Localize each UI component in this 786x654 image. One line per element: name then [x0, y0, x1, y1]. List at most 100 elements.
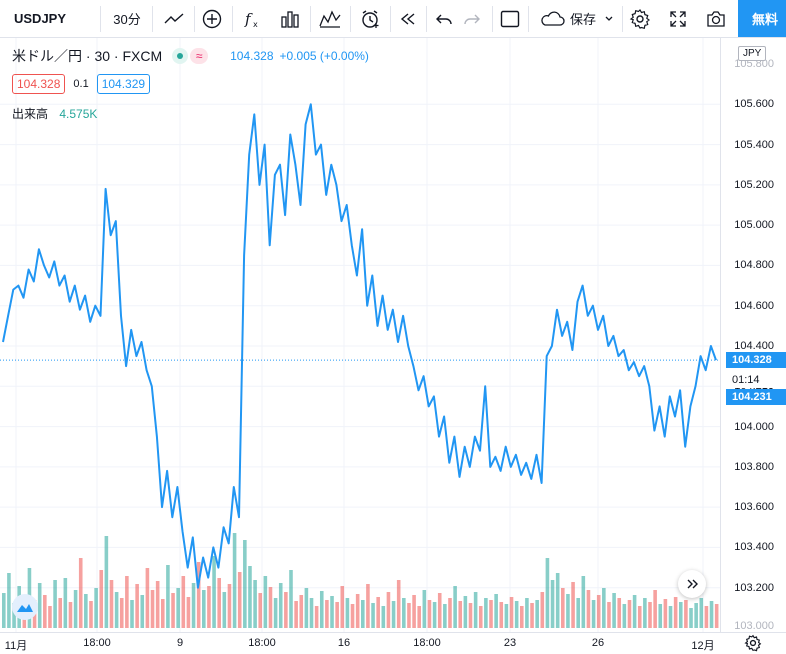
volume-bar [504, 604, 509, 628]
toolbar-divider [622, 6, 623, 32]
save-button[interactable]: 保存 [530, 0, 622, 37]
time-tick-label: 11月 [4, 640, 28, 652]
volume-bar [453, 586, 457, 628]
toolbar-divider [310, 6, 311, 32]
volume-bar [89, 601, 93, 628]
price-line-series[interactable] [2, 103, 717, 589]
volume-bar [499, 602, 504, 628]
volume-bar [196, 562, 201, 628]
fullscreen-icon[interactable] [660, 0, 696, 37]
alert-icon[interactable] [352, 0, 388, 37]
price-tick-label: 104.000 [734, 420, 774, 433]
volume-bar [78, 558, 83, 628]
volume-bar [284, 592, 288, 628]
volume-bar [494, 594, 498, 628]
currency-tag[interactable]: JPY [738, 46, 767, 61]
ask-price[interactable]: 104.329 [96, 74, 151, 94]
toolbar-divider [194, 6, 195, 32]
symbol-legend[interactable]: 米ドル／円 · 30 · FXCM ≈ 104.328 +0.005 (+0.0… [12, 46, 369, 66]
price-tick-label: 104.800 [734, 259, 774, 272]
toolbar-divider [152, 6, 153, 32]
volume-bar [263, 576, 268, 628]
indicators-icon[interactable] [312, 0, 348, 37]
volume-bar [237, 572, 242, 628]
volume-bar [473, 592, 478, 628]
volume-bar [63, 578, 68, 628]
undo-icon[interactable] [428, 0, 460, 37]
legend-symbol-text: 米ドル／円 · 30 · FXCM [12, 48, 163, 64]
price-tick-label: 105.600 [734, 98, 774, 111]
volume-bar [330, 596, 334, 628]
volume-bar [73, 590, 78, 628]
volume-bar [663, 599, 668, 628]
toolbar-divider [528, 6, 529, 32]
volume-bar [130, 600, 134, 628]
price-tick-label: 104.600 [734, 299, 774, 312]
market-status-icon[interactable] [172, 48, 189, 64]
svg-text:x: x [253, 20, 258, 29]
volume-bar [207, 586, 211, 628]
price-tick-label: 105.000 [734, 219, 774, 232]
time-axis[interactable]: 11月 18:00 9 18:00 16 18:00 23 26 12月 [0, 632, 786, 654]
volume-bar [555, 573, 560, 628]
volume-bar [150, 590, 155, 628]
volume-bar [99, 570, 104, 628]
interval-button[interactable]: 30分 [113, 12, 141, 27]
price-tick-label: 103.200 [734, 581, 774, 594]
volume-bar [417, 606, 422, 628]
volume-bar [345, 598, 350, 628]
volume-bar [478, 606, 483, 628]
cloud-icon [541, 11, 565, 26]
volume-bar [212, 556, 216, 628]
volume-bar [12, 603, 16, 628]
volume-bar [437, 593, 442, 628]
volume-bar [566, 594, 570, 628]
publish-button[interactable]: 無料 [738, 0, 786, 37]
volume-bar [596, 595, 601, 628]
volume-bar [704, 606, 709, 628]
layout-square-icon[interactable] [492, 0, 528, 37]
volume-bar [314, 606, 319, 628]
volume-bar [253, 580, 257, 628]
camera-icon[interactable] [698, 0, 734, 37]
volume-bar [591, 600, 596, 628]
volume-bar [140, 595, 145, 628]
bar-style-line-icon[interactable] [156, 0, 192, 37]
volume-bar [484, 598, 488, 628]
volume-bar [412, 595, 416, 628]
settings-gear-icon[interactable] [622, 0, 658, 37]
chart-settings-gear-icon[interactable] [742, 634, 764, 652]
bar-chart-style-icon[interactable] [272, 0, 308, 37]
bid-price[interactable]: 104.328 [12, 74, 66, 94]
volume-bar [258, 593, 263, 628]
bid-ask-panel: 104.328 0.1 104.329 [12, 74, 151, 94]
redo-icon[interactable] [456, 0, 488, 37]
volume-bar [602, 588, 606, 628]
last-price-tag: 104.328 [726, 352, 786, 368]
volume-bar [248, 566, 252, 628]
chart-area[interactable]: 105.800 105.600 105.400 105.200 105.000 104.… [0, 38, 786, 654]
volume-bar [396, 580, 401, 628]
double-chevron-right-icon [687, 579, 698, 589]
price-tick-label-cut: 103.000 [734, 620, 774, 632]
volume-legend[interactable]: 出来高 4.575K [12, 105, 97, 122]
price-axis[interactable]: 105.800 105.600 105.400 105.200 105.000 104.… [720, 38, 786, 632]
symbol-search-button[interactable]: USDJPY [14, 11, 67, 26]
volume-bar [289, 570, 293, 628]
replay-icon[interactable] [390, 0, 426, 37]
volume-bar [535, 600, 539, 628]
volume-bar [622, 604, 627, 628]
volume-bar [7, 573, 11, 628]
volume-bar [468, 603, 473, 628]
price-chart-plot[interactable] [0, 38, 786, 632]
volume-bar [191, 583, 196, 628]
scroll-to-realtime-button[interactable] [678, 570, 706, 598]
toolbar-divider [100, 6, 101, 32]
volume-bar [155, 581, 160, 628]
tradingview-logo-icon[interactable] [12, 594, 38, 620]
compare-add-icon[interactable] [194, 0, 230, 37]
data-problem-icon[interactable]: ≈ [190, 48, 209, 64]
volume-bar [545, 558, 550, 628]
